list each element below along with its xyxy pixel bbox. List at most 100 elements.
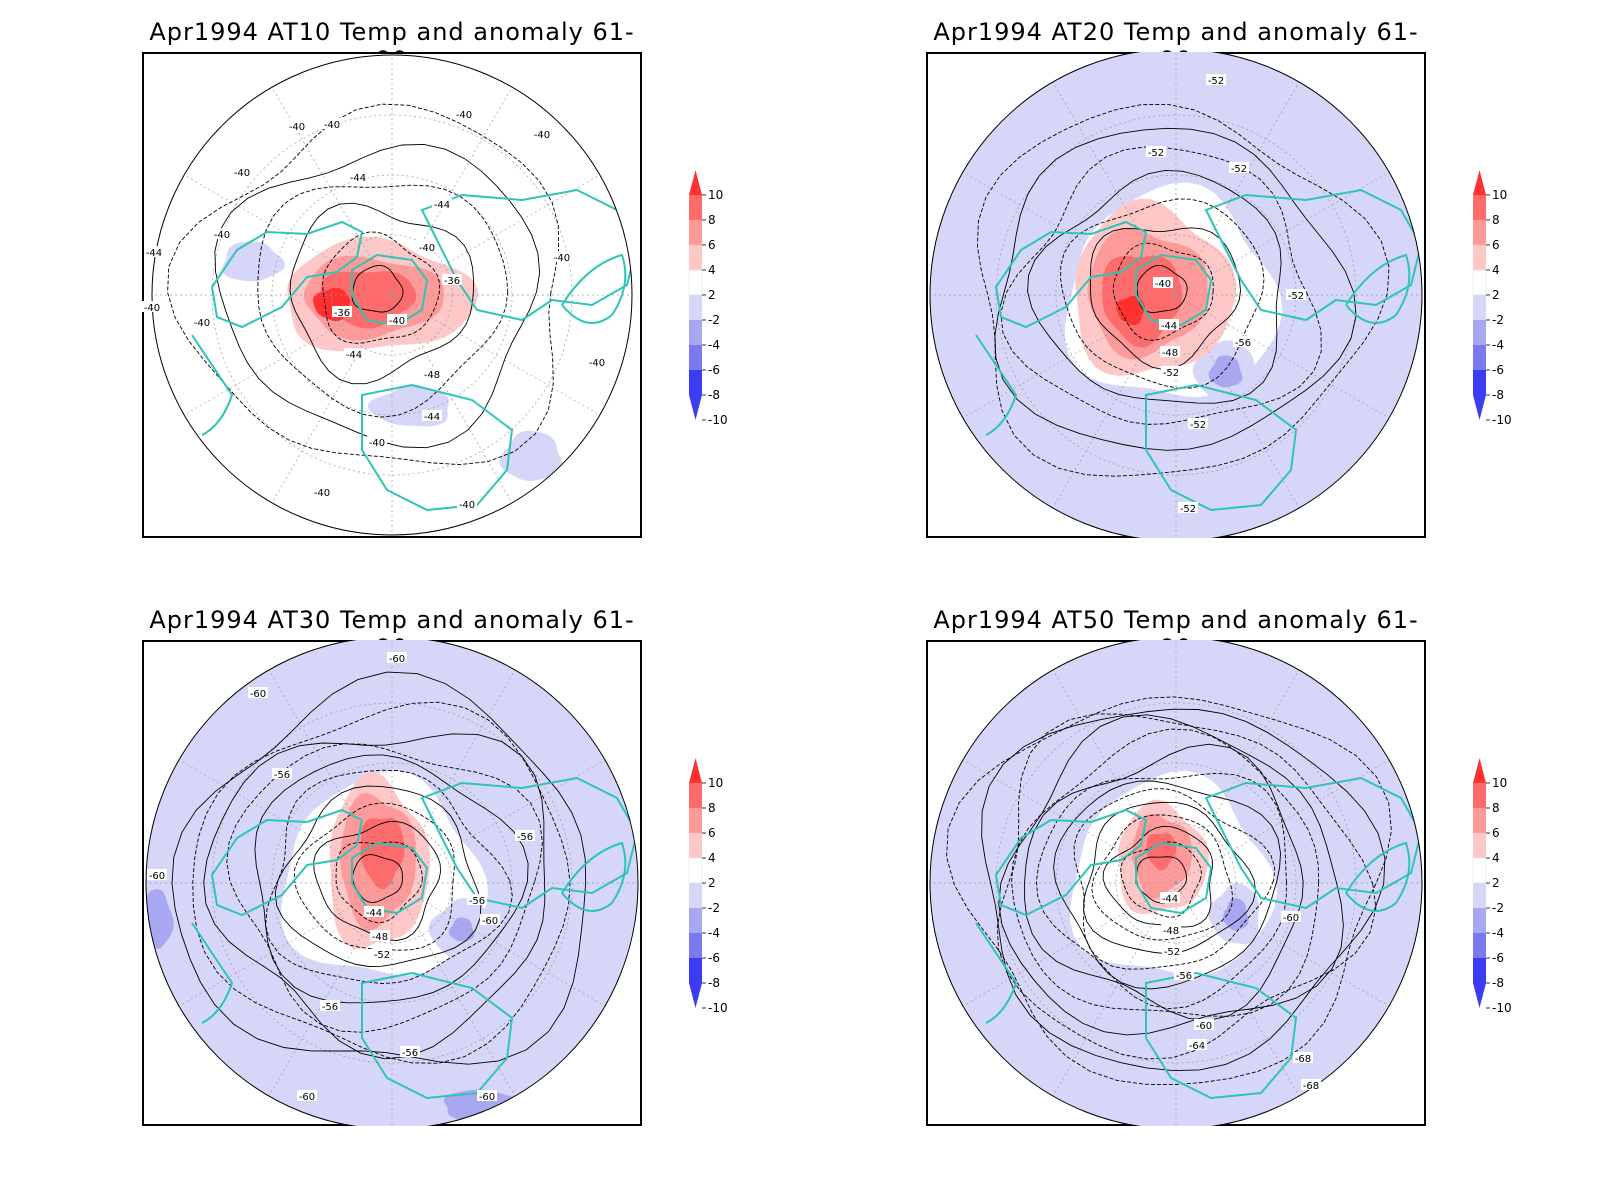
colorbar-segment	[1473, 245, 1486, 270]
contour-label: -44	[1162, 894, 1178, 905]
meridian-line	[391, 882, 606, 1007]
contour-label: -56	[1235, 338, 1251, 349]
coastline	[361, 383, 514, 512]
colorbar-segment	[688, 857, 703, 884]
contour-label: -60	[1196, 1021, 1212, 1032]
contour-label: -44	[146, 248, 162, 259]
colorbar-segment	[1473, 883, 1486, 908]
colorbar-segment	[689, 345, 702, 370]
temperature-contour	[265, 769, 513, 984]
contour-label: -52	[374, 950, 390, 961]
colorbar-label: 6	[1492, 238, 1500, 252]
contour-label: -68	[1295, 1054, 1311, 1065]
colorbar-arrow-top	[689, 170, 702, 195]
colorbar-label: -6	[708, 363, 720, 377]
meridian-line	[178, 882, 393, 1007]
contour-label: -40	[534, 130, 550, 141]
anomaly-area	[360, 817, 405, 890]
temperature-contour	[313, 820, 442, 941]
colorbar-segment	[689, 833, 702, 858]
meridian-line	[178, 759, 393, 884]
map-panel-at30: Apr1994 AT30 Temp and anomaly 61-90 -60-…	[142, 588, 742, 1148]
contour-label: -60	[250, 689, 266, 700]
meridian-line	[1175, 759, 1390, 884]
coastline	[561, 841, 627, 912]
contour-label: -60	[479, 1092, 495, 1103]
colorbar-label: 10	[1492, 776, 1507, 790]
coastline	[994, 808, 1148, 917]
colorbar-label: -4	[708, 338, 720, 352]
colorbar-segment	[1472, 857, 1487, 884]
colorbar-label: -10	[1492, 413, 1512, 427]
temperature-contour	[1102, 825, 1213, 928]
meridian-line	[1175, 882, 1390, 1007]
colorbar-label: 4	[708, 851, 716, 865]
colorbar-label: 4	[708, 263, 716, 277]
contour-label: -44	[346, 350, 362, 361]
contour-label: -48	[1162, 348, 1178, 359]
coastline	[210, 808, 364, 917]
colorbar-segment	[689, 370, 702, 395]
contour-label: -40	[194, 318, 210, 329]
coastline	[361, 971, 514, 1100]
colorbar-label: 10	[1492, 188, 1507, 202]
colorbar-arrow-top	[689, 758, 702, 783]
colorbar-arrow-bottom	[689, 395, 702, 420]
colorbar-segment	[688, 269, 703, 296]
meridian-line	[962, 171, 1177, 296]
contour-label: -56	[322, 1002, 338, 1013]
colorbar-segment	[689, 220, 702, 245]
polar-map: -60 -60 -56 -44 -48 -52 -56 -56 -60 -60 -56 -56 -60 -…	[142, 640, 642, 1126]
contour-label: -48	[1163, 926, 1179, 937]
temperature-contour	[226, 743, 543, 1033]
contour-label: -60	[389, 654, 405, 665]
contour-label: -52	[1148, 148, 1164, 159]
coastline	[191, 334, 234, 436]
colorbar-label: -6	[708, 951, 720, 965]
contour-label: -60	[482, 916, 498, 927]
contour-label: -40	[389, 316, 405, 327]
coastline	[975, 334, 1018, 436]
colorbar-arrow-top	[1473, 170, 1486, 195]
colorbar-segment	[1473, 295, 1486, 320]
coastline	[1145, 383, 1298, 512]
temperature-contour	[322, 231, 441, 344]
colorbar-label: 8	[708, 213, 716, 227]
temperature-contour	[1060, 198, 1265, 389]
contour-label: -48	[424, 370, 440, 381]
contour-label: -48	[372, 932, 388, 943]
colorbar-label: 8	[1492, 213, 1500, 227]
colorbar-label: 4	[1492, 851, 1500, 865]
meridian-line	[268, 882, 393, 1097]
temperature-contour	[1091, 814, 1234, 941]
colorbar-segment	[689, 958, 702, 983]
colorbar-segment	[1473, 833, 1486, 858]
colorbar-label: 6	[1492, 826, 1500, 840]
map-panel-at10: Apr1994 AT10 Temp and anomaly 61-90 -40-…	[142, 0, 742, 560]
colorbar-label: -8	[1492, 976, 1504, 990]
temperature-contour	[167, 103, 560, 466]
meridian-line	[962, 294, 1177, 419]
map-boundary	[929, 52, 1423, 538]
anomaly-colorbar: 10 8 6 4 2 -2 -4 -6 -8 -10	[1472, 758, 1512, 1015]
polar-map: -40 -40 -40 -40 -40 -40 -44 -44 -40 -36 -36 -40 -44 -…	[142, 52, 642, 538]
temperature-contour	[203, 733, 546, 1060]
coastline	[420, 776, 638, 910]
anomaly-area	[1116, 295, 1145, 326]
meridian-line	[1052, 294, 1177, 509]
contour-label: -44	[434, 200, 450, 211]
polar-map: -52 -52 -52 -40 -44 -48 -52 -56 -52 -52 -52	[926, 52, 1426, 538]
polar-map: -44 -48 -52 -56 -60 -60 -64 -68 -68	[926, 640, 1426, 1126]
colorbar-segment	[689, 783, 702, 808]
anomaly-colorbar: 10 8 6 4 2 -2 -4 -6 -8 -10	[688, 758, 728, 1015]
colorbar-label: -2	[1492, 313, 1504, 327]
temperature-contour	[994, 127, 1357, 451]
contour-label: -40	[1155, 279, 1171, 290]
contour-label: -68	[1303, 1081, 1319, 1092]
coastline	[1145, 971, 1298, 1100]
colorbar-label: -2	[708, 313, 720, 327]
contour-label: -52	[1288, 291, 1304, 302]
temperature-contour	[1035, 772, 1287, 1010]
colorbar-segment	[1472, 269, 1487, 296]
colorbar-label: 8	[708, 801, 716, 815]
